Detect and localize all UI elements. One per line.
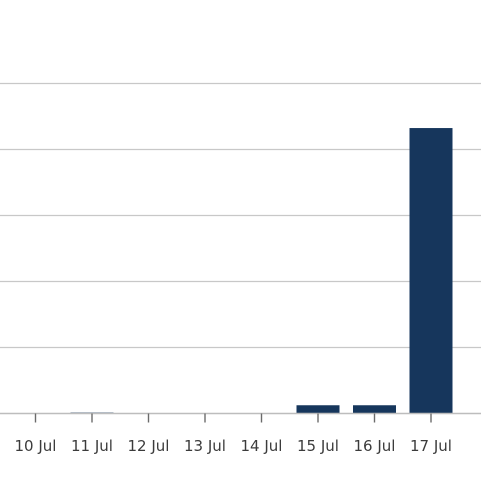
grid-lines <box>0 82 481 349</box>
x-tick-label: 16 Jul <box>354 437 396 455</box>
x-tick-label: 17 Jul <box>410 437 452 455</box>
x-tick-label: 13 Jul <box>184 437 226 455</box>
x-tick-label: 12 Jul <box>128 437 170 455</box>
x-tick-label: 15 Jul <box>297 437 339 455</box>
bar <box>409 128 453 414</box>
bar <box>296 405 340 414</box>
x-tick-label: 10 Jul <box>15 437 57 455</box>
x-tick-label: 14 Jul <box>241 437 283 455</box>
bars <box>70 128 453 414</box>
x-tick-label: 11 Jul <box>71 437 113 455</box>
bar <box>353 405 396 414</box>
x-axis-ticks <box>34 413 432 423</box>
